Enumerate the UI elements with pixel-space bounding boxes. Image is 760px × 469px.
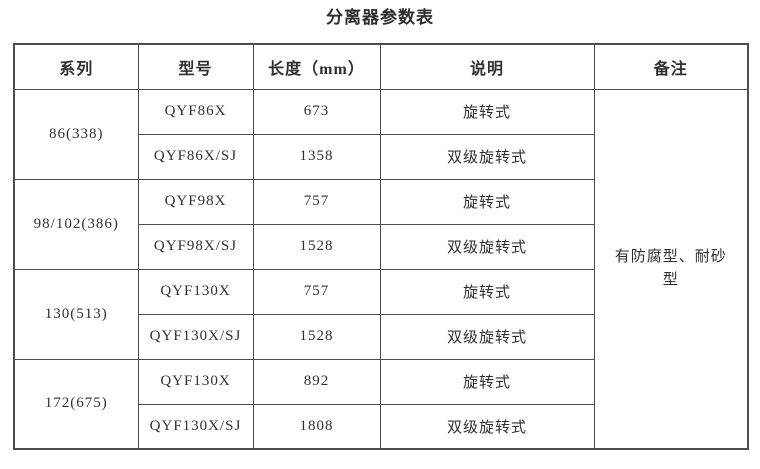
cell-description: 双级旋转式 — [379, 133, 595, 180]
cell-length: 1358 — [252, 133, 381, 180]
table-row: QYF98X/SJ 1528 双级旋转式 — [14, 223, 748, 270]
cell-description: 双级旋转式 — [379, 403, 595, 450]
table-row: QYF86X/SJ 1358 双级旋转式 — [14, 133, 748, 180]
cell-model: QYF130X/SJ — [137, 313, 254, 360]
cell-description: 旋转式 — [379, 268, 595, 315]
cell-model: QYF130X — [137, 358, 254, 405]
cell-model: QYF86X — [137, 88, 254, 135]
cell-series: 98/102(386) — [13, 178, 139, 270]
col-header-remark: 备注 — [593, 43, 749, 90]
table-row: QYF130X/SJ 1528 双级旋转式 — [14, 313, 748, 360]
col-header-series: 系列 — [13, 43, 139, 90]
cell-length: 757 — [252, 178, 381, 225]
cell-model: QYF86X/SJ — [137, 133, 254, 180]
col-header-model: 型号 — [137, 43, 254, 90]
page-title: 分离器参数表 — [326, 8, 434, 27]
cell-length: 757 — [252, 268, 381, 315]
cell-series: 130(513) — [13, 268, 139, 360]
table-row: QYF130X/SJ 1808 双级旋转式 — [14, 403, 748, 450]
cell-description: 旋转式 — [379, 88, 595, 135]
cell-description: 旋转式 — [379, 358, 595, 405]
header-row: 系列 型号 长度（mm） 说明 备注 — [13, 43, 749, 90]
cell-series: 86(338) — [13, 88, 139, 180]
cell-series: 172(675) — [13, 358, 139, 450]
cell-remark: 有防腐型、耐砂型 — [593, 88, 749, 450]
cell-length: 892 — [252, 358, 381, 405]
col-header-length: 长度（mm） — [252, 43, 381, 90]
cell-description: 双级旋转式 — [379, 313, 595, 360]
cell-model: QYF98X/SJ — [137, 223, 254, 270]
cell-length: 1528 — [252, 313, 381, 360]
col-header-description: 说明 — [379, 43, 595, 90]
cell-model: QYF98X — [137, 178, 254, 225]
cell-length: 1808 — [252, 403, 381, 450]
cell-description: 双级旋转式 — [379, 223, 595, 270]
cell-length: 673 — [252, 88, 381, 135]
table-row: 86(338) QYF86X 673 旋转式 有防腐型、耐砂型 — [13, 88, 749, 450]
table-row: 130(513) QYF130X 757 旋转式 — [13, 268, 748, 360]
cell-length: 1528 — [252, 223, 381, 270]
cell-model: QYF130X/SJ — [137, 403, 254, 450]
separator-parameter-table: 系列 型号 长度（mm） 说明 备注 86(338) QYF86X 673 旋转… — [13, 43, 749, 450]
table-row: 98/102(386) QYF98X 757 旋转式 — [13, 178, 748, 270]
cell-description: 旋转式 — [379, 178, 595, 225]
table-row: 172(675) QYF130X 892 旋转式 — [13, 358, 748, 450]
cell-model: QYF130X — [137, 268, 254, 315]
